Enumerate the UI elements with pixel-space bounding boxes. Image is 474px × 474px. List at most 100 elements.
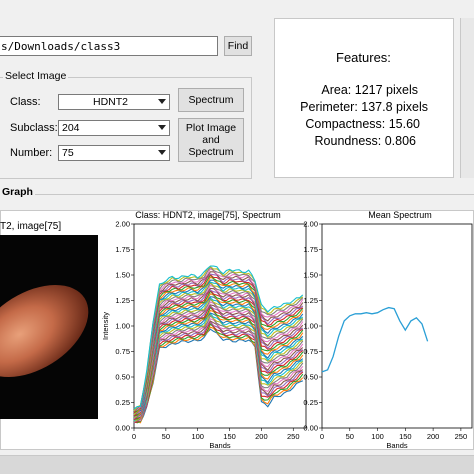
find-button[interactable]: Find xyxy=(224,36,252,56)
chevron-down-icon xyxy=(158,99,166,104)
spectrum-line xyxy=(133,312,304,422)
spectrum-line xyxy=(133,314,304,422)
class-select-value: HDNT2 xyxy=(93,96,129,108)
x-tick-label: 250 xyxy=(455,432,468,441)
spectrum-button[interactable]: Spectrum xyxy=(178,88,244,112)
spectrum-line xyxy=(133,279,304,413)
spectrum-line xyxy=(133,287,304,414)
y-tick-label: 1.75 xyxy=(303,245,318,254)
spectrum-line xyxy=(133,265,304,410)
spectrum-line xyxy=(133,271,304,411)
graph-title: Graph xyxy=(0,186,35,198)
y-tick-label: 0.00 xyxy=(303,424,318,433)
spectrum-line xyxy=(133,282,304,415)
y-tick-label: 0.50 xyxy=(303,373,318,382)
y-tick-label: 1.25 xyxy=(303,296,318,305)
plot-button-line3: Spectrum xyxy=(188,146,234,158)
spectrum-line xyxy=(133,318,304,422)
x-tick-label: 0 xyxy=(320,432,324,441)
x-tick-label: 50 xyxy=(162,432,170,441)
subclass-select[interactable]: 204 xyxy=(58,120,170,136)
spectrum-line xyxy=(133,273,304,414)
y-tick-label: 2.00 xyxy=(115,220,130,229)
spectrum-line xyxy=(133,309,304,420)
spectrum-line xyxy=(133,306,304,420)
spectrum-line xyxy=(133,266,304,412)
spectrum-line xyxy=(133,298,304,418)
spectrum-line xyxy=(133,284,304,415)
chart-title: Class: HDNT2, image[75], Spectrum xyxy=(135,210,281,220)
x-tick-label: 150 xyxy=(399,432,412,441)
y-tick-label: 0.00 xyxy=(115,424,130,433)
spectrum-line xyxy=(133,326,304,424)
spectrum-line xyxy=(133,290,304,417)
plot-button-line2: and xyxy=(202,134,220,146)
image-title: T2, image[75] xyxy=(0,221,62,232)
number-select[interactable]: 75 xyxy=(58,145,170,161)
right-edge-panel xyxy=(460,18,474,178)
subclass-select-value: 204 xyxy=(62,122,80,134)
x-tick-label: 200 xyxy=(255,432,268,441)
spectrum-line xyxy=(133,296,304,416)
feature-area: Area: 1217 pixels xyxy=(321,83,418,97)
seed-grain xyxy=(0,284,89,378)
chevron-down-icon xyxy=(158,150,166,155)
subclass-label: Subclass: xyxy=(10,122,58,134)
mean-spectrum-line xyxy=(321,306,429,373)
number-select-value: 75 xyxy=(62,147,74,159)
spectrum-chart: Class: HDNT2, image[75], Spectrum 0 50 100 1… xyxy=(101,210,307,450)
y-tick-label: 0.50 xyxy=(115,373,130,382)
spectrum-line xyxy=(133,276,304,413)
x-tick-label: 150 xyxy=(223,432,236,441)
bottom-strip xyxy=(0,456,474,474)
x-tick-label: 100 xyxy=(191,432,204,441)
spectrum-line xyxy=(133,320,304,424)
spectrum-line xyxy=(133,301,304,418)
spectrum-line xyxy=(133,305,304,421)
image-view xyxy=(0,235,98,419)
feature-compactness: Compactness: 15.60 xyxy=(305,117,420,131)
y-tick-label: 0.75 xyxy=(115,347,130,356)
x-tick-label: 100 xyxy=(371,432,384,441)
select-image-title: Select Image xyxy=(3,70,69,82)
graph-group xyxy=(0,194,474,456)
x-axis-label: Bands xyxy=(386,441,408,450)
spectrum-line xyxy=(133,297,304,419)
chevron-down-icon xyxy=(158,125,166,130)
y-tick-label: 1.00 xyxy=(115,322,130,331)
class-select[interactable]: HDNT2 xyxy=(58,94,170,110)
spectrum-line xyxy=(133,320,303,424)
spectrum-line xyxy=(133,323,304,424)
y-tick-label: 1.75 xyxy=(115,245,130,254)
feature-perimeter: Perimeter: 137.8 pixels xyxy=(300,100,428,114)
x-tick-label: 50 xyxy=(346,432,354,441)
feature-roundness: Roundness: 0.806 xyxy=(314,134,416,148)
y-tick-label: 1.25 xyxy=(115,296,130,305)
x-tick-label: 200 xyxy=(427,432,440,441)
select-image-group xyxy=(0,77,252,179)
features-panel xyxy=(274,18,454,178)
y-tick-label: 0.75 xyxy=(303,347,318,356)
spectrum-line xyxy=(133,268,304,411)
x-tick-label: 250 xyxy=(287,432,300,441)
spectrum-line xyxy=(133,289,304,417)
y-tick-label: 1.50 xyxy=(115,271,130,280)
number-label: Number: xyxy=(10,147,53,159)
path-input[interactable]: s/Downloads/class3 xyxy=(0,36,218,56)
chart-title: Mean Spectrum xyxy=(368,210,432,220)
y-axis-label: Intensity xyxy=(101,312,110,340)
plot-image-and-spectrum-button[interactable]: Plot Image and Spectrum xyxy=(178,118,244,162)
mean-spectrum-chart: Mean Spectrum 0 50 100 150 200 250 0.00 0.25 0.50… xyxy=(303,210,473,450)
y-tick-label: 1.50 xyxy=(303,271,318,280)
class-label: Class: xyxy=(10,96,41,108)
spectrum-line xyxy=(133,274,304,414)
plot-frame xyxy=(321,223,473,429)
x-axis-label: Bands xyxy=(209,441,231,450)
spectrum-line xyxy=(133,304,304,418)
spectrum-line xyxy=(133,293,304,416)
y-tick-label: 0.25 xyxy=(303,398,318,407)
y-tick-label: 1.00 xyxy=(303,322,318,331)
y-tick-label: 2.00 xyxy=(303,220,318,229)
plot-button-line1: Plot Image xyxy=(185,122,237,134)
features-title: Features: xyxy=(336,50,391,65)
